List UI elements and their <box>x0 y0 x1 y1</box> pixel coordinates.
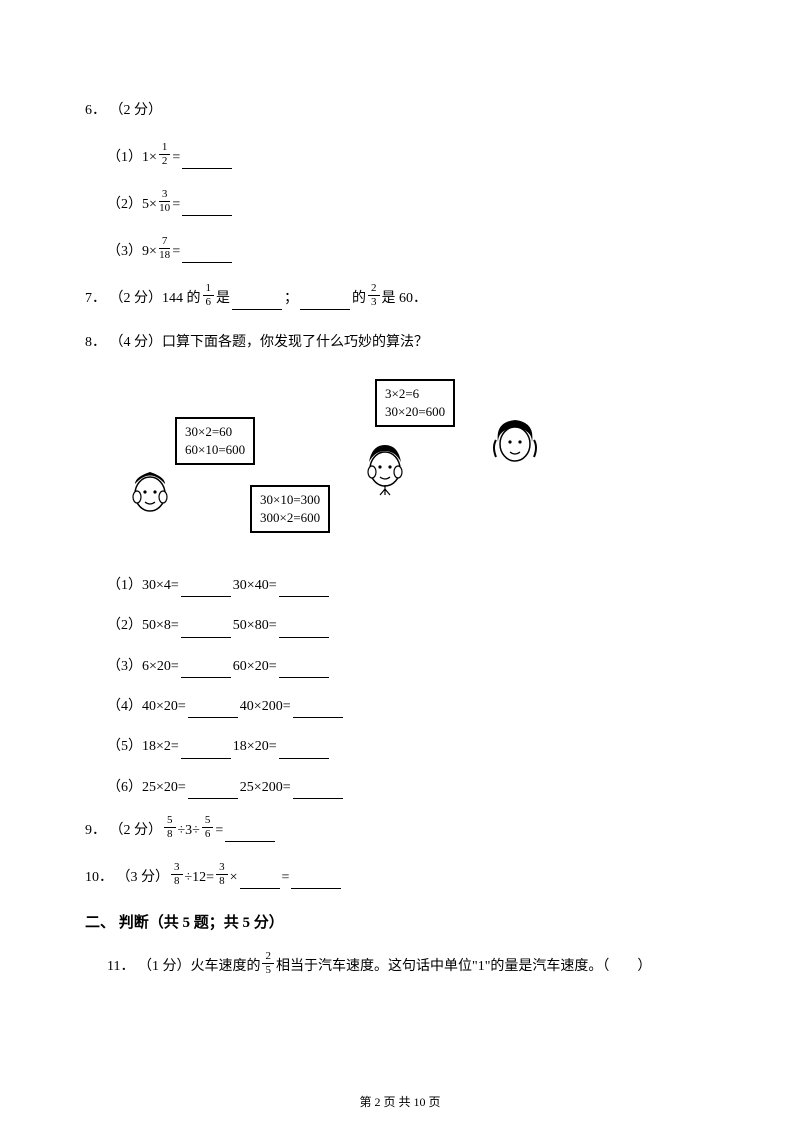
q8-row-3: （3）6×20=60×20= <box>85 656 715 678</box>
q8-5a-blank[interactable] <box>181 745 231 759</box>
q11-suffix: 相当于汽车速度。这句话中单位"1"的量是汽车速度。（ ） <box>276 956 651 978</box>
q10-frac2: 38 <box>216 862 228 887</box>
q6-2-label: （2）5× <box>107 194 157 216</box>
q6-item-3: （3）9× 718 = <box>85 238 715 263</box>
q6-header: 6． （2 分） <box>85 100 715 122</box>
q9-op1: ÷3÷ <box>178 820 200 842</box>
q8-row-5: （5）18×2=18×20= <box>85 736 715 758</box>
q6-3-blank[interactable] <box>182 249 232 263</box>
q8-6a-blank[interactable] <box>188 785 238 799</box>
q10: 10． （3 分） 38 ÷12= 38 × = <box>85 864 715 889</box>
q6-2-frac: 310 <box>159 189 171 214</box>
cartoon-face-1 <box>125 462 175 522</box>
q8-3a-blank[interactable] <box>181 664 231 678</box>
q8-illustration: 3×2=6 30×20=600 30×2=60 60×10=600 30×10=… <box>120 377 540 557</box>
q10-frac1: 38 <box>171 862 183 887</box>
q9-eq: = <box>215 820 223 842</box>
q10-op1: ÷12= <box>185 867 215 889</box>
speech-bubble-3: 3×2=6 30×20=600 <box>375 379 455 427</box>
q8-4a-blank[interactable] <box>188 704 238 718</box>
q7-prefix: 7． （2 分）144 的 <box>85 288 201 310</box>
q8-row-2: （2）50×8=50×80= <box>85 615 715 637</box>
q8-6b-blank[interactable] <box>293 785 343 799</box>
q9-frac2: 56 <box>202 815 214 840</box>
q7-blank1[interactable] <box>232 296 282 310</box>
q11-frac: 25 <box>262 951 274 976</box>
q6-1-frac: 12 <box>159 142 171 167</box>
q8-row-4: （4）40×20=40×200= <box>85 696 715 718</box>
section-2-title: 二、 判断（共 5 题；共 5 分） <box>85 911 715 935</box>
q6-1-label: （1）1× <box>107 147 157 169</box>
q10-eq: = <box>282 867 290 889</box>
q11: 11． （1 分）火车速度的 25 相当于汽车速度。这句话中单位"1"的量是汽车… <box>85 953 715 978</box>
q7-frac1: 16 <box>203 283 215 308</box>
q6-2-eq: = <box>172 194 180 216</box>
q7: 7． （2 分）144 的 16 是 ； 的 23 是 60． <box>85 285 715 310</box>
q11-prefix: 11． （1 分）火车速度的 <box>107 956 260 978</box>
q6-3-eq: = <box>172 241 180 263</box>
q7-mid1: 是 <box>216 288 230 310</box>
q9-prefix: 9． （2 分） <box>85 820 162 842</box>
q6-item-2: （2）5× 310 = <box>85 191 715 216</box>
cartoon-face-2 <box>360 437 410 497</box>
q8-row-1: （1）30×4=30×40= <box>85 575 715 597</box>
q10-prefix: 10． （3 分） <box>85 867 169 889</box>
q9-blank[interactable] <box>225 828 275 842</box>
q6-header-text: 6． （2 分） <box>85 100 162 122</box>
page-footer: 第 2 页 共 10 页 <box>0 1093 800 1112</box>
q6-3-label: （3）9× <box>107 241 157 263</box>
q7-sep: ； <box>284 288 298 310</box>
q8-1b-blank[interactable] <box>279 583 329 597</box>
q6-1-blank[interactable] <box>182 155 232 169</box>
q7-mid2: 的 <box>352 288 366 310</box>
q6-1-eq: = <box>172 147 180 169</box>
q7-suffix: 是 60． <box>382 288 428 310</box>
q6-3-frac: 718 <box>159 236 171 261</box>
q8-3b-blank[interactable] <box>279 664 329 678</box>
speech-bubble-2: 30×10=300 300×2=600 <box>250 485 330 533</box>
q10-blank2[interactable] <box>291 875 341 889</box>
q7-frac2: 23 <box>368 283 380 308</box>
q8-1a-blank[interactable] <box>181 583 231 597</box>
q8-2a-blank[interactable] <box>181 624 231 638</box>
q10-op2: × <box>230 867 238 889</box>
q6-item-1: （1）1× 12 = <box>85 144 715 169</box>
q8-header: 8． （4 分）口算下面各题，你发现了什么巧妙的算法？ <box>85 332 715 354</box>
q8-row-6: （6）25×20=25×200= <box>85 777 715 799</box>
q7-blank2[interactable] <box>300 296 350 310</box>
q6-2-blank[interactable] <box>182 202 232 216</box>
q8-5b-blank[interactable] <box>279 745 329 759</box>
cartoon-face-3 <box>490 412 540 472</box>
q8-4b-blank[interactable] <box>293 704 343 718</box>
q8-2b-blank[interactable] <box>279 624 329 638</box>
q9: 9． （2 分） 58 ÷3÷ 56 = <box>85 817 715 842</box>
speech-bubble-1: 30×2=60 60×10=600 <box>175 417 255 465</box>
q10-blank1[interactable] <box>240 875 280 889</box>
q9-frac1: 58 <box>164 815 176 840</box>
